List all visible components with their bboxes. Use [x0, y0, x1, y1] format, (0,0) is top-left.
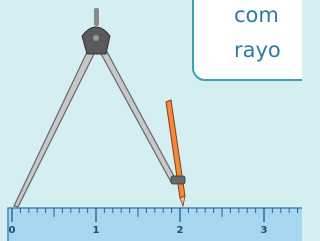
callout-line: rayo	[234, 38, 281, 62]
callout-line: com	[234, 3, 279, 27]
ruler: 0 1 2 3	[8, 208, 302, 241]
ruler-label: 0	[9, 225, 16, 236]
ruler-label: 2	[177, 225, 184, 236]
ruler-label: 3	[261, 225, 268, 236]
ruler-label: 1	[93, 225, 100, 236]
illustration: com rayo 0 1 2 3	[0, 0, 302, 241]
